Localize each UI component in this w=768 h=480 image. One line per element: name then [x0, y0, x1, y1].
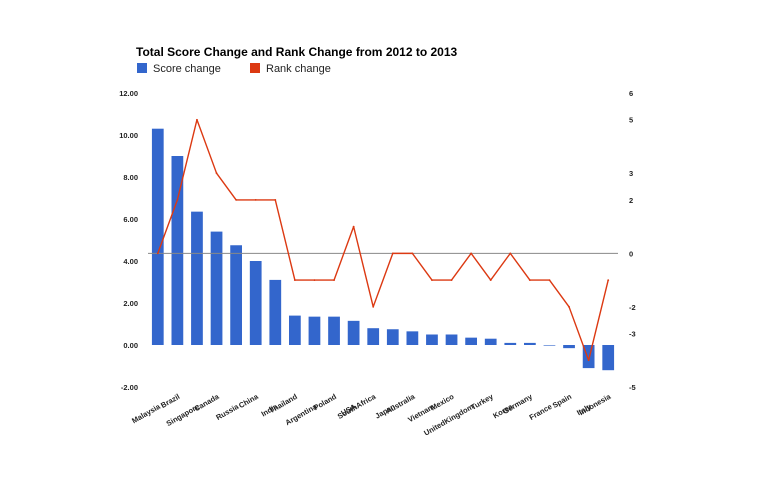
rank-point — [509, 252, 512, 255]
chart-title: Total Score Change and Rank Change from … — [136, 45, 458, 59]
score-bar — [191, 211, 203, 345]
right-tick-label: -5 — [629, 383, 636, 392]
category-label: Poland — [312, 392, 339, 413]
left-tick-label: 4.00 — [123, 257, 138, 266]
rank-point — [215, 172, 218, 175]
score-bar — [210, 231, 223, 345]
score-bar — [171, 156, 184, 345]
right-axis: 6 5 3 2 0 -2 -3 -5 — [629, 89, 636, 392]
rank-point — [156, 252, 159, 255]
right-tick-label: -2 — [629, 303, 636, 312]
score-bar — [445, 334, 458, 345]
category-label: Turkey — [469, 392, 495, 412]
legend-swatch-rank-change — [250, 63, 260, 73]
score-bar — [563, 345, 575, 349]
rank-point — [431, 279, 433, 281]
rank-point — [391, 252, 394, 255]
score-bar — [269, 279, 282, 345]
category-label: Malaysia — [130, 402, 162, 426]
score-bar — [524, 342, 536, 345]
rank-point — [548, 279, 551, 281]
rank-point — [254, 199, 257, 201]
category-label: Spain — [551, 392, 574, 410]
rank-point — [235, 199, 238, 201]
category-label: Canada — [193, 392, 222, 414]
left-tick-label: 6.00 — [123, 215, 138, 224]
score-bar — [386, 329, 399, 345]
rank-point — [352, 225, 355, 228]
right-tick-label: 5 — [629, 116, 633, 125]
category-label: SouthAfrica — [336, 392, 378, 421]
rank-point — [587, 359, 590, 362]
category-labels: MalaysiaBrazilSingaporeCanadaRussiaChina… — [130, 392, 613, 438]
rank-point — [333, 279, 335, 281]
score-bar — [347, 320, 360, 345]
category-label: China — [237, 392, 260, 411]
score-bar — [151, 128, 164, 345]
rank-point — [372, 305, 375, 308]
left-tick-label: 12.00 — [119, 89, 138, 98]
rank-point — [568, 305, 570, 308]
rank-point — [293, 279, 296, 281]
left-tick-label: 0.00 — [123, 341, 138, 350]
rank-point — [274, 199, 277, 201]
left-tick-label: 8.00 — [123, 173, 138, 182]
legend-label-score-change: Score change — [153, 63, 221, 75]
left-tick-label: 2.00 — [123, 299, 138, 308]
score-bar — [543, 345, 556, 346]
rank-line — [157, 119, 609, 361]
rank-point — [450, 279, 453, 281]
legend-swatch-score-change — [137, 63, 147, 73]
score-bar — [328, 316, 340, 345]
rank-point — [411, 252, 414, 255]
legend: Score change Rank change — [137, 63, 331, 75]
category-label: France — [528, 402, 554, 422]
score-bar — [289, 315, 301, 345]
rank-point — [607, 279, 610, 281]
right-tick-label: 3 — [629, 169, 633, 178]
left-tick-label: -2.00 — [121, 383, 138, 392]
score-bar — [249, 261, 262, 345]
category-label: Brazil — [159, 392, 181, 410]
category-label: Russia — [214, 402, 241, 423]
score-bar — [426, 334, 438, 345]
score-bar — [308, 316, 321, 345]
rank-point — [176, 199, 179, 201]
legend-label-rank-change: Rank change — [266, 63, 331, 75]
rank-point — [489, 279, 492, 281]
score-bar — [230, 245, 242, 345]
score-bar — [367, 328, 380, 345]
right-tick-label: 2 — [629, 196, 633, 205]
rank-point — [313, 279, 316, 281]
rank-point — [528, 279, 531, 281]
right-tick-label: 6 — [629, 89, 633, 98]
rank-point — [470, 252, 473, 255]
right-tick-label: 0 — [629, 249, 633, 258]
category-label: Mexico — [429, 392, 456, 413]
score-bar — [582, 345, 595, 369]
left-tick-label: 10.00 — [119, 131, 138, 140]
score-bar — [465, 337, 477, 345]
score-bar — [406, 331, 419, 345]
score-bar — [504, 342, 517, 345]
left-axis: 12.00 10.00 8.00 6.00 4.00 2.00 0.00 -2.00 — [119, 89, 138, 392]
score-change-bars — [151, 128, 615, 371]
score-bar — [484, 338, 497, 345]
rank-change-line — [156, 118, 610, 362]
score-bar — [602, 345, 615, 371]
rank-point — [196, 118, 198, 121]
right-tick-label: -3 — [629, 330, 636, 339]
